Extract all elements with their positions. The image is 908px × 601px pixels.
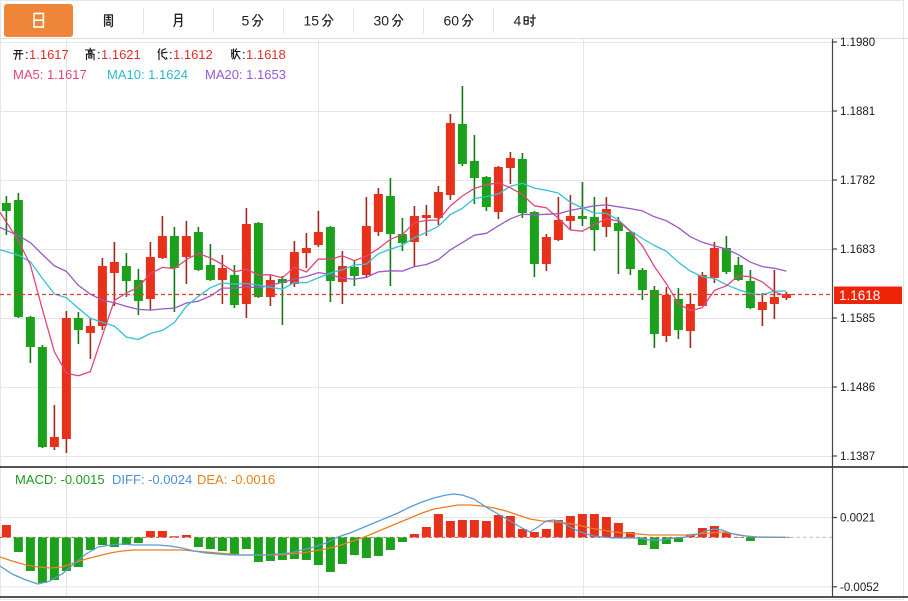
svg-text:MA20: 1.1653: MA20: 1.1653 bbox=[205, 67, 286, 82]
svg-text:MA5: 1.1617: MA5: 1.1617 bbox=[13, 67, 87, 82]
svg-text:1.1486: 1.1486 bbox=[840, 382, 875, 394]
svg-text::: : bbox=[25, 47, 29, 62]
svg-text:1.1612: 1.1612 bbox=[173, 47, 213, 62]
svg-text::: : bbox=[97, 47, 101, 62]
svg-text::: : bbox=[242, 47, 246, 62]
svg-text:1.1621: 1.1621 bbox=[101, 47, 141, 62]
svg-text:15: 15 bbox=[304, 13, 320, 29]
svg-text:1.1618: 1.1618 bbox=[246, 47, 286, 62]
svg-text:-0.0052: -0.0052 bbox=[840, 582, 879, 594]
svg-text:1.1683: 1.1683 bbox=[840, 244, 875, 256]
svg-text:1.1980: 1.1980 bbox=[840, 37, 875, 49]
svg-text::: : bbox=[169, 47, 173, 62]
svg-text:0.0021: 0.0021 bbox=[840, 513, 875, 525]
svg-text:MACD: -0.0015: MACD: -0.0015 bbox=[15, 472, 105, 487]
svg-text:30: 30 bbox=[374, 13, 390, 29]
svg-text:DIFF: -0.0024: DIFF: -0.0024 bbox=[112, 472, 192, 487]
svg-text:60: 60 bbox=[444, 13, 460, 29]
svg-text:DEA: -0.0016: DEA: -0.0016 bbox=[197, 472, 275, 487]
svg-text:1.1617: 1.1617 bbox=[29, 47, 69, 62]
svg-text:1.1782: 1.1782 bbox=[840, 175, 875, 187]
svg-text:1.1387: 1.1387 bbox=[840, 451, 875, 463]
svg-text:MA10: 1.1624: MA10: 1.1624 bbox=[107, 67, 188, 82]
svg-text:1.1881: 1.1881 bbox=[840, 106, 875, 118]
svg-text:1.1585: 1.1585 bbox=[840, 313, 875, 325]
svg-text:4: 4 bbox=[514, 13, 522, 29]
svg-text:5: 5 bbox=[242, 13, 250, 29]
svg-text:1.1618: 1.1618 bbox=[839, 288, 880, 303]
